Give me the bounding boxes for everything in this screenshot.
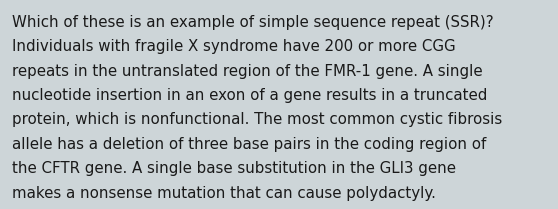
Text: protein, which is nonfunctional. The most common cystic fibrosis: protein, which is nonfunctional. The mos… [12,112,503,127]
Text: Individuals with fragile X syndrome have 200 or more CGG: Individuals with fragile X syndrome have… [12,39,456,54]
Text: makes a nonsense mutation that can cause polydactyly.: makes a nonsense mutation that can cause… [12,186,436,201]
Text: nucleotide insertion in an exon of a gene results in a truncated: nucleotide insertion in an exon of a gen… [12,88,488,103]
Text: the CFTR gene. A single base substitution in the GLI3 gene: the CFTR gene. A single base substitutio… [12,161,456,176]
Text: repeats in the untranslated region of the FMR-1 gene. A single: repeats in the untranslated region of th… [12,64,483,79]
Text: allele has a deletion of three base pairs in the coding region of: allele has a deletion of three base pair… [12,137,487,152]
Text: Which of these is an example of simple sequence repeat (SSR)?: Which of these is an example of simple s… [12,15,494,30]
